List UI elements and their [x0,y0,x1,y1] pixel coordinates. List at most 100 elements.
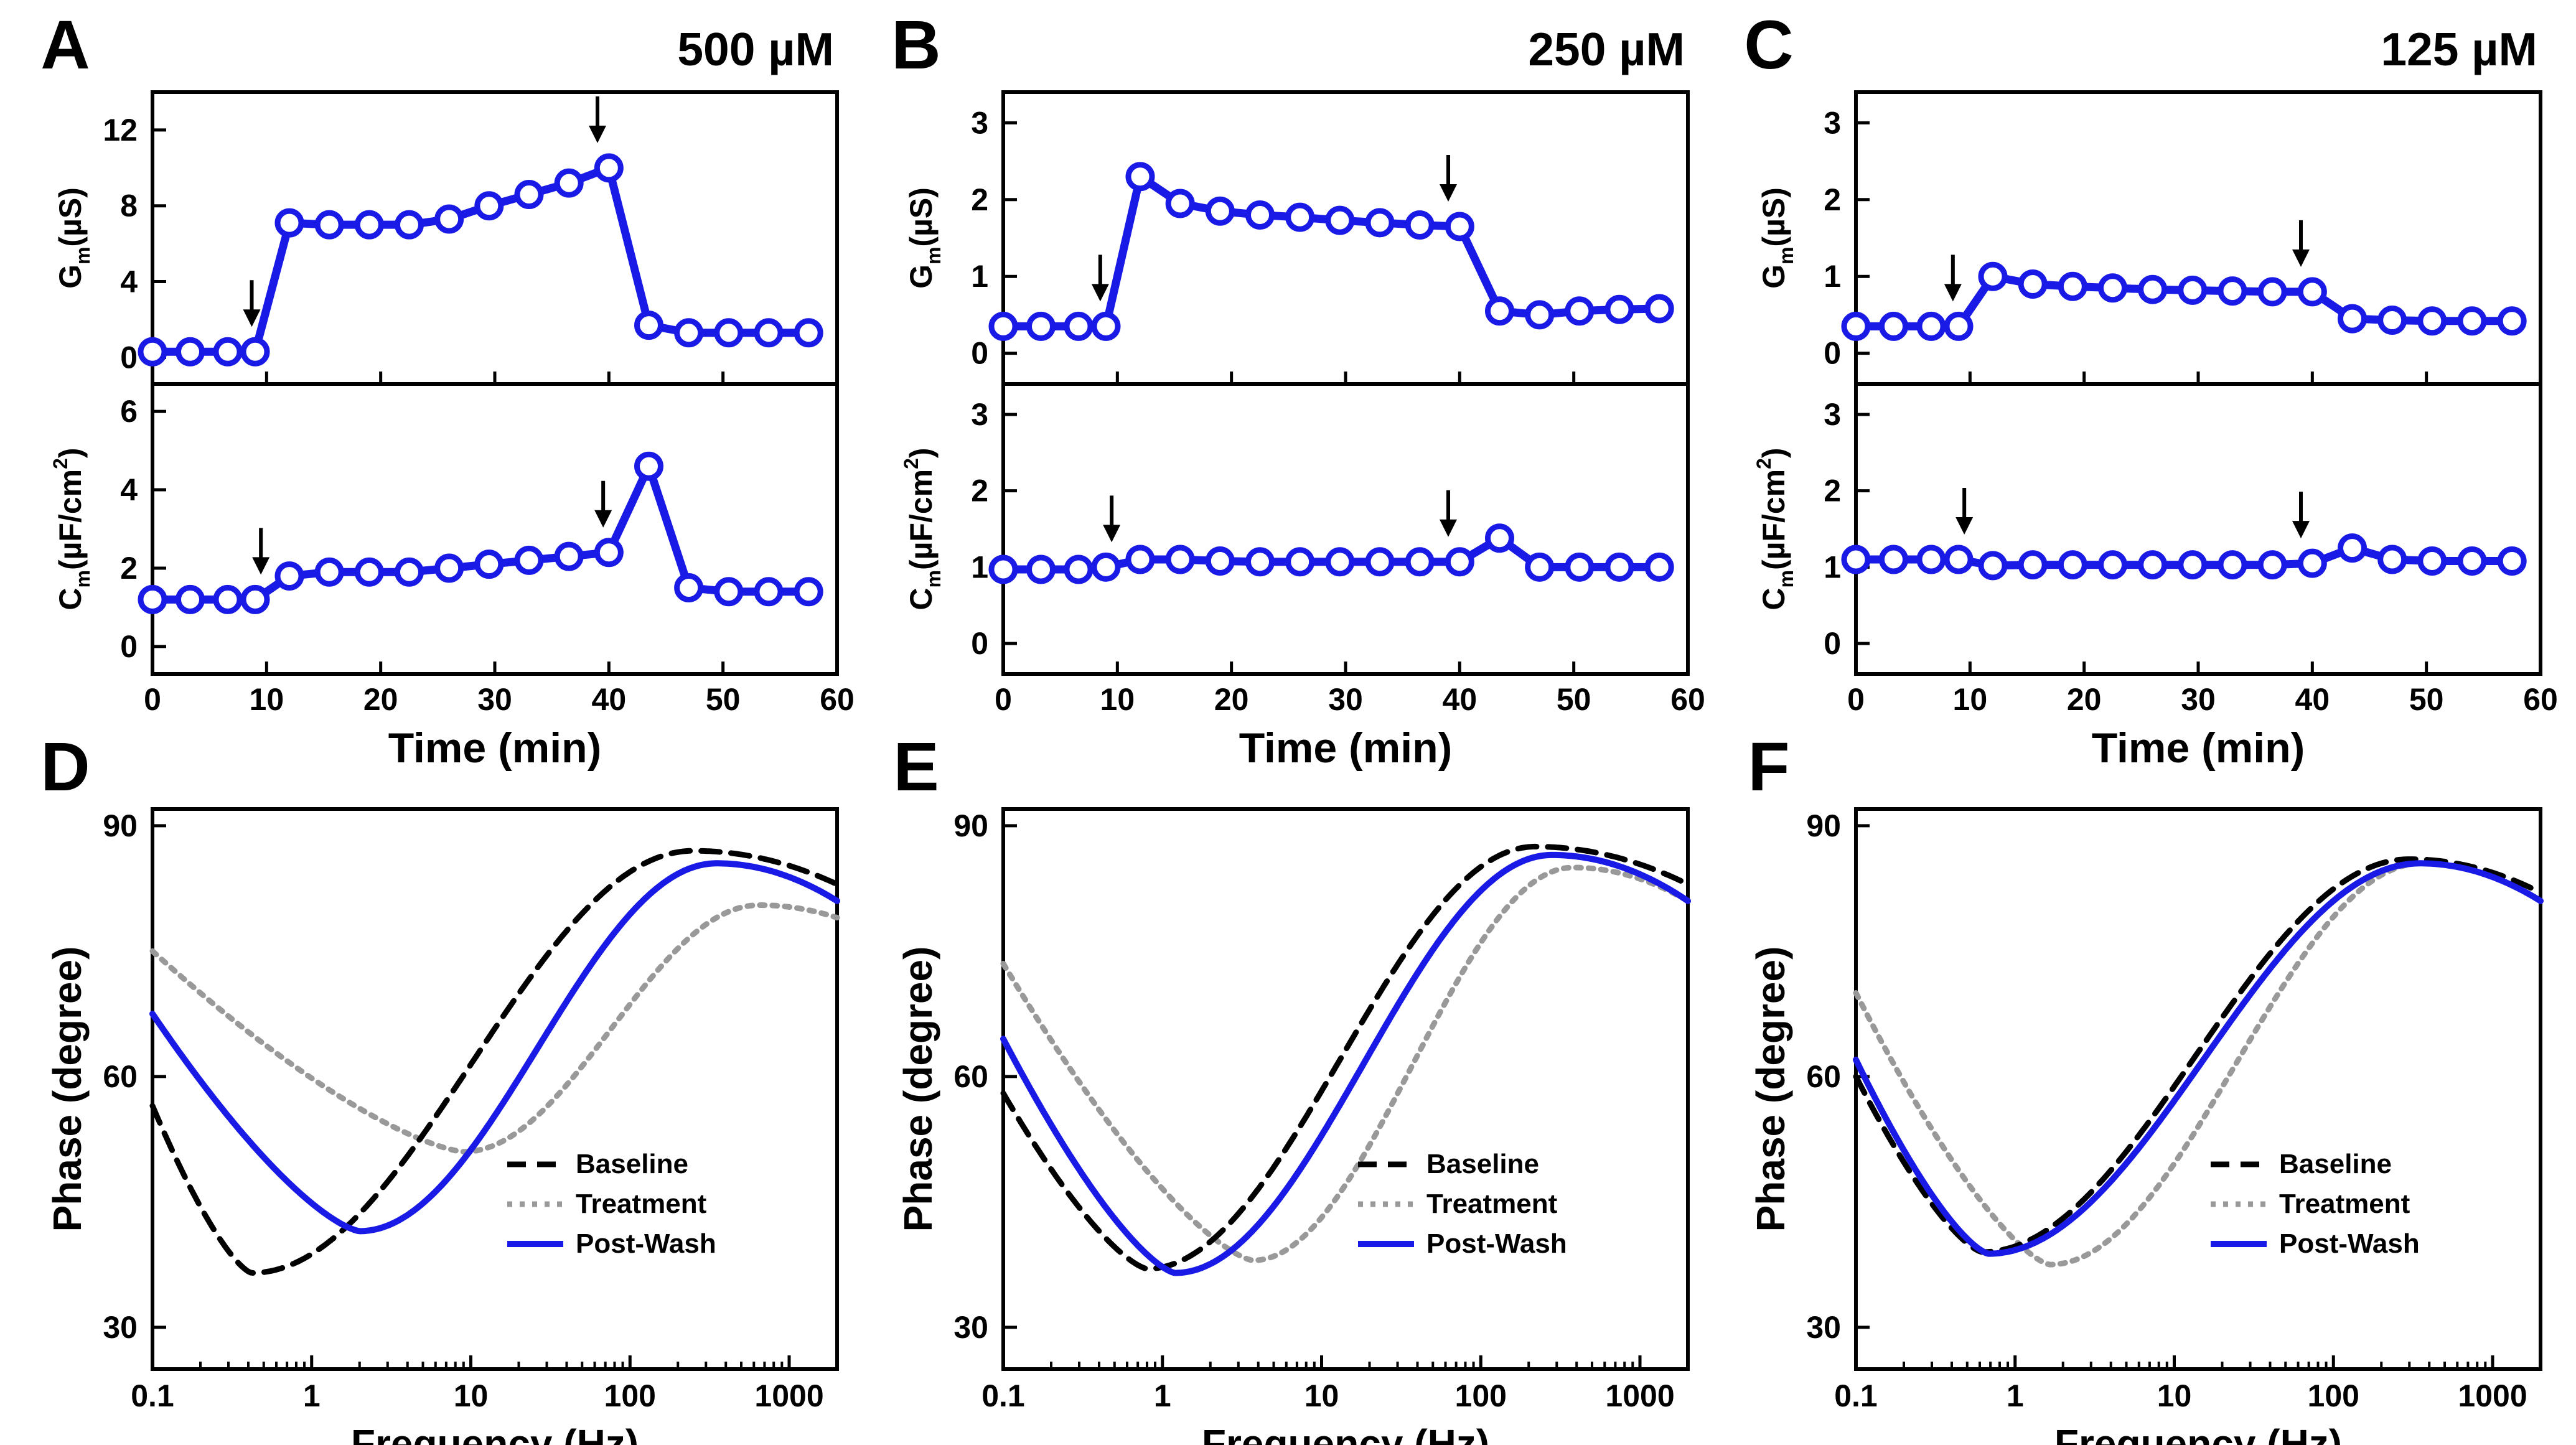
data-point [1026,554,1056,584]
label-sub: m [922,570,945,587]
x-tick-label: 30 [477,682,512,717]
x-tick-label: 20 [2067,682,2102,717]
data-point [794,577,823,607]
y-tick-label: 1 [971,549,988,584]
panel-D: 30 60 90 0.1 1 10 100 1000 Baseline Treatment Post… [40,729,840,1445]
y-tick-label: 90 [953,808,988,843]
x-tick-label: 100 [2308,1378,2359,1413]
data-point [1245,547,1275,577]
data-point [274,561,304,591]
panel-letter: F [1748,729,1789,805]
data-point [1879,545,1908,574]
x-tick-label: 20 [363,682,398,717]
cm-axis-label: Cm(µF/cm2) [900,447,945,610]
y-axis-title: Phase (degree) [1748,947,1793,1232]
data-point [240,337,270,367]
data-point [1091,311,1121,341]
data-point [1565,296,1595,326]
x-tick-label: 10 [454,1378,489,1413]
data-point [2058,271,2087,301]
data-point [2218,276,2247,306]
data-point [554,541,584,571]
label-main: G [904,264,939,289]
data-point [674,318,704,348]
x-tick-label: 1 [1154,1378,1171,1413]
data-point [2497,306,2527,336]
data-point [1325,547,1355,577]
y-tick-label: 3 [971,397,988,432]
treatment-curve [1000,864,1691,1263]
x-tick-label: 40 [1443,682,1478,717]
x-tick-label: 0.1 [1834,1378,1878,1413]
data-point [1644,294,1674,324]
x-tick-label: 1 [2007,1378,2024,1413]
x-tick-label: 60 [2523,682,2558,717]
legend-label-postwash: Post-Wash [576,1228,716,1259]
data-point [314,210,344,240]
y-tick-label: 60 [103,1059,138,1094]
panel-B-gm: 0 1 2 3 Gm(µS) B 250 µM [891,7,1690,386]
data-point [1125,162,1155,192]
x-tick-label: 0.1 [131,1378,174,1413]
data-point [594,153,624,183]
data-point [2377,545,2407,574]
baseline-curve [1000,843,1691,1272]
data-point [2138,274,2168,304]
y-tick-label: 8 [120,189,138,223]
data-point [1485,296,1514,326]
data-point [1026,311,1056,341]
data-point [2297,277,2327,307]
data-point [2497,546,2527,576]
x-tick-label: 0 [1847,682,1865,717]
data-point [240,584,270,614]
data-point [514,179,544,209]
data-point [2457,306,2487,336]
legend-label-treatment: Treatment [1426,1189,1558,1219]
data-point [2257,277,2287,307]
y-tick-label: 6 [120,394,138,429]
data-point [2218,550,2247,580]
arrow-head [1440,519,1457,537]
arrow-head [1955,517,1974,535]
arrow-head [1103,525,1121,543]
postwash-curve [1853,860,2544,1257]
y-tick-label: 2 [971,182,988,217]
data-point [395,210,424,240]
data-point [213,337,243,367]
x-tick-label: 40 [592,682,627,717]
label-main: G [53,264,88,289]
x-tick-label: 10 [2157,1378,2192,1413]
legend-label-baseline: Baseline [1426,1149,1539,1179]
data-point [1205,196,1235,226]
arrow-head [252,557,270,575]
data-point [1978,261,2008,291]
x-axis-title: Frequency (Hz) [1202,1421,1489,1445]
label-close: ) [1756,447,1791,458]
arrow-head [2292,521,2310,539]
data-point [2138,550,2168,580]
x-tick-label: 100 [1455,1378,1507,1413]
label-unit: (µS) [1756,187,1791,246]
label-sub: m [922,247,945,264]
data-point [1944,311,1974,341]
arrow-head [1091,284,1109,302]
cm-axis-label: Cm(µF/cm2) [49,447,94,610]
y-tick-label: 2 [1824,182,1841,217]
x-axis-title: Frequency (Hz) [351,1421,639,1445]
legend-label-postwash: Post-Wash [1426,1228,1567,1259]
y-tick-label: 1 [971,259,988,294]
treatment-curve [149,902,840,1155]
y-tick-label: 2 [120,551,138,586]
data-point [1365,547,1395,577]
data-point [474,549,504,579]
arrow-head [594,510,612,528]
y-tick-label: 30 [1806,1310,1841,1345]
gm-axis-label: Gm(µS) [53,187,94,289]
data-point [2457,546,2487,576]
panel-C-gm: 0 1 2 3 Gm(µS) C 125 µM [1744,7,2542,386]
data-point [988,554,1018,584]
data-point [2257,550,2287,580]
panel-E: 30 60 90 0.1 1 10 100 1000 Baseline Treatment Post… [893,729,1691,1445]
